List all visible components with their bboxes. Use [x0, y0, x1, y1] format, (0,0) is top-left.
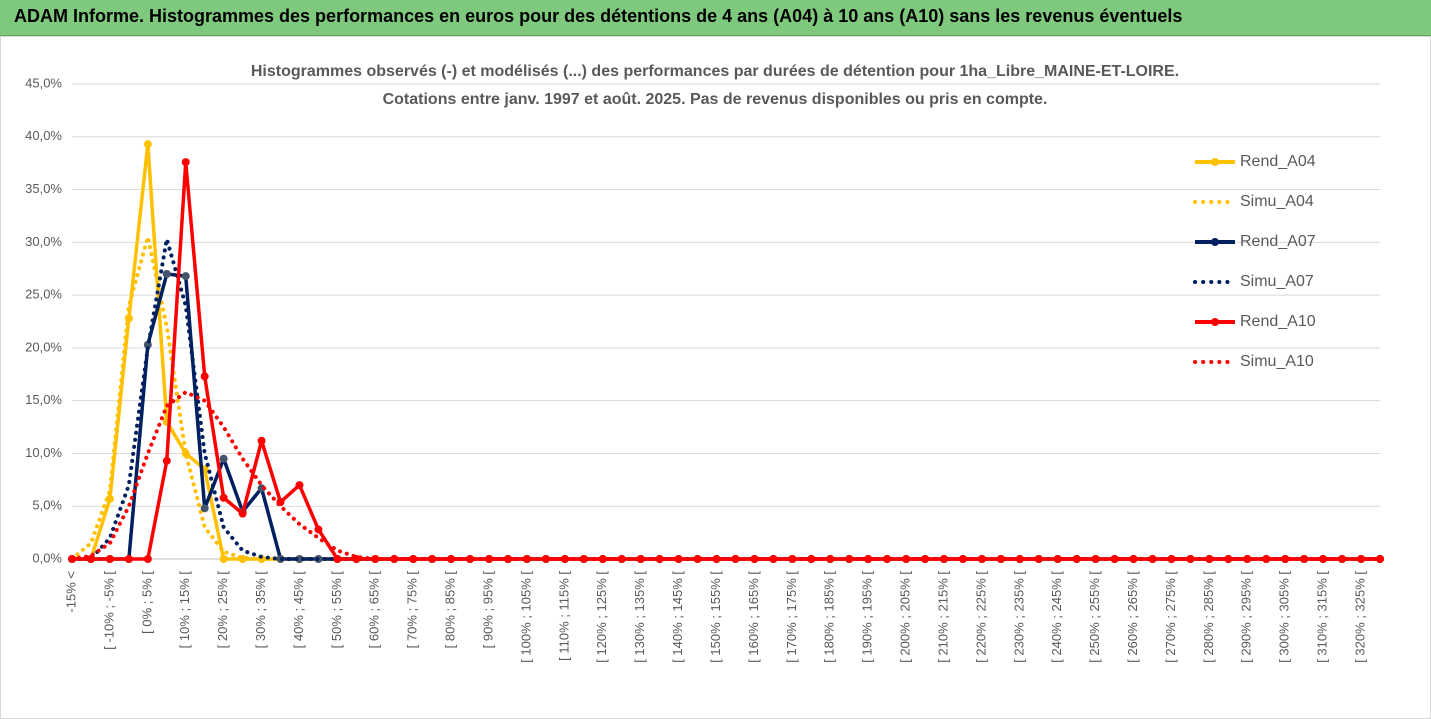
- x-tick-label: [ 80% ; 85% [: [443, 571, 458, 649]
- data-point: [636, 555, 645, 563]
- data-point: [295, 481, 304, 490]
- y-tick-label: 5,0%: [32, 498, 62, 513]
- data-point: [86, 555, 95, 563]
- chart-frame: [0, 36, 1431, 719]
- data-point: [143, 555, 152, 563]
- x-tick-label: [ 220% ; 225% [: [973, 571, 988, 663]
- data-point: [1319, 555, 1328, 563]
- x-tick-label: [ 250% ; 255% [: [1087, 571, 1102, 663]
- chart-subtitle: Cotations entre janv. 1997 et août. 2025…: [383, 91, 1048, 108]
- x-tick-label: [ 130% ; 135% [: [632, 571, 647, 663]
- data-point: [807, 555, 816, 563]
- x-tick-label: [ 210% ; 215% [: [935, 571, 950, 663]
- x-tick-label: [ 230% ; 235% [: [1011, 571, 1026, 663]
- data-point: [219, 555, 228, 563]
- x-tick-label: [ 310% ; 315% [: [1315, 571, 1330, 663]
- x-tick-label: [ 150% ; 155% [: [708, 571, 723, 663]
- data-point: [162, 270, 171, 278]
- x-tick-label: [ 190% ; 195% [: [860, 571, 875, 663]
- x-tick-label: [ 10% ; 15% [: [177, 571, 192, 649]
- x-tick-label: [ 160% ; 165% [: [746, 571, 761, 663]
- legend-label: Simu_A10: [1240, 353, 1314, 370]
- x-tick-label: [ 120% ; 125% [: [594, 571, 609, 663]
- x-tick-label: [ 260% ; 265% [: [1125, 571, 1140, 663]
- x-tick-label: -15% <: [63, 571, 78, 613]
- y-tick-label: 45,0%: [25, 75, 62, 90]
- x-tick-label: [ 90% ; 95% [: [480, 571, 495, 649]
- data-point: [257, 436, 266, 445]
- y-tick-label: 40,0%: [25, 128, 62, 143]
- x-tick-label: [ 170% ; 175% [: [784, 571, 799, 663]
- x-tick-label: [ 140% ; 145% [: [670, 571, 685, 663]
- x-tick-label: [ 60% ; 65% [: [367, 571, 382, 649]
- data-point: [1376, 555, 1384, 563]
- x-tick-label: [ 50% ; 55% [: [329, 571, 344, 649]
- data-point: [1091, 555, 1100, 563]
- data-point: [295, 555, 304, 563]
- x-tick-label: [ 320% ; 325% [: [1352, 571, 1367, 663]
- data-point: [1148, 555, 1157, 563]
- y-tick-label: 0,0%: [32, 550, 62, 565]
- data-point: [105, 555, 114, 563]
- data-point: [977, 555, 986, 563]
- legend-marker: [1211, 318, 1219, 326]
- data-point: [579, 555, 588, 563]
- legend-label: Rend_A07: [1240, 233, 1316, 250]
- data-point: [409, 555, 418, 563]
- x-tick-label: [ 110% ; 115% [: [556, 571, 571, 661]
- data-point: [864, 555, 873, 563]
- y-tick-label: 15,0%: [25, 392, 62, 407]
- legend-marker: [1211, 158, 1219, 166]
- data-point: [750, 555, 759, 563]
- y-tick-label: 35,0%: [25, 181, 62, 196]
- data-point: [921, 555, 930, 563]
- data-point: [143, 140, 152, 149]
- x-tick-label: [ 40% ; 45% [: [291, 571, 306, 649]
- data-point: [522, 555, 531, 563]
- data-point: [200, 372, 209, 381]
- y-tick-label: 25,0%: [25, 287, 62, 302]
- chart-title: Histogrammes observés (-) et modélisés (…: [251, 63, 1179, 80]
- y-tick-label: 10,0%: [25, 445, 62, 460]
- x-tick-label: [ 280% ; 285% [: [1201, 571, 1216, 663]
- data-point: [181, 272, 190, 281]
- data-point: [124, 555, 133, 563]
- data-point: [333, 555, 342, 563]
- x-tick-label: [ 200% ; 205% [: [898, 571, 913, 663]
- x-tick-label: [ 270% ; 275% [: [1163, 571, 1178, 663]
- data-point: [238, 509, 247, 518]
- header-title: ADAM Informe. Histogrammes des performan…: [0, 0, 1431, 36]
- legend-label: Simu_A07: [1240, 273, 1314, 290]
- data-point: [219, 493, 228, 502]
- legend-marker: [1211, 238, 1219, 246]
- data-point: [466, 555, 475, 563]
- y-tick-label: 20,0%: [25, 339, 62, 354]
- chart: Histogrammes observés (-) et modélisés (…: [0, 36, 1431, 719]
- x-tick-label: [ 180% ; 185% [: [822, 571, 837, 663]
- data-point: [181, 158, 190, 167]
- data-point: [200, 504, 209, 513]
- data-point: [693, 555, 702, 563]
- data-point: [162, 456, 171, 465]
- data-point: [1034, 555, 1043, 563]
- y-tick-label: 30,0%: [25, 234, 62, 249]
- series-line: [70, 390, 1382, 561]
- x-tick-label: [ 100% ; 105% [: [518, 571, 533, 663]
- legend-label: Rend_A04: [1240, 153, 1316, 170]
- x-tick-label: [ 30% ; 35% [: [253, 571, 268, 649]
- legend-label: Simu_A04: [1240, 193, 1314, 210]
- data-point: [314, 525, 323, 534]
- x-tick-label: [ 0% ; 5% [: [139, 571, 154, 634]
- data-point: [219, 454, 228, 463]
- x-tick-label: [ 290% ; 295% [: [1239, 571, 1254, 663]
- data-point: [1262, 555, 1271, 563]
- x-tick-label: [ 20% ; 25% [: [215, 571, 230, 649]
- x-tick-label: [ 300% ; 305% [: [1277, 571, 1292, 663]
- data-point: [1205, 555, 1214, 563]
- x-tick-label: [ 240% ; 245% [: [1049, 571, 1064, 663]
- legend-label: Rend_A10: [1240, 313, 1316, 330]
- x-tick-label: [ 70% ; 75% [: [405, 571, 420, 649]
- x-tick-label: [ -10% ; -5% [: [101, 571, 116, 650]
